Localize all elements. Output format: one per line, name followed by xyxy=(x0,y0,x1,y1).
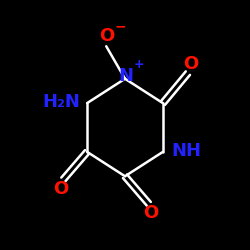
Text: NH: NH xyxy=(172,142,202,160)
Text: H₂N: H₂N xyxy=(42,93,80,111)
Text: O: O xyxy=(144,204,159,222)
Text: −: − xyxy=(114,19,126,33)
Text: N: N xyxy=(119,67,134,85)
Text: O: O xyxy=(53,180,68,198)
Text: +: + xyxy=(134,58,144,71)
Text: O: O xyxy=(98,27,114,45)
Text: O: O xyxy=(183,55,198,72)
